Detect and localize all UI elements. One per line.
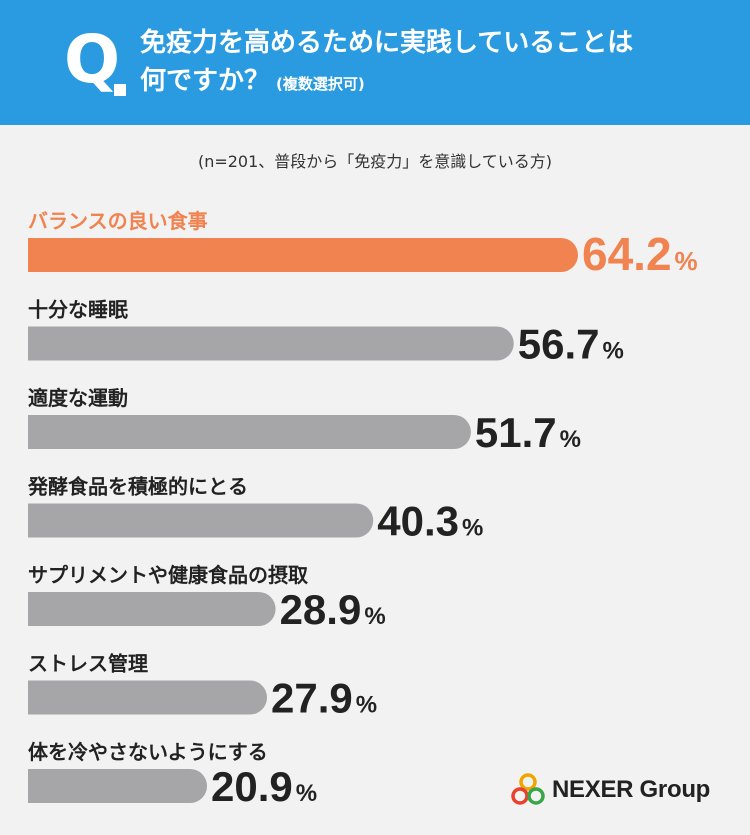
category-label: サプリメントや健康食品の摂取 bbox=[28, 563, 308, 587]
bar bbox=[28, 238, 578, 272]
value-unit: % bbox=[560, 426, 581, 453]
bar bbox=[28, 503, 374, 538]
q-letter: Q bbox=[64, 21, 121, 98]
sample-note: (n=201、普段から「免疫力」を意識している方) bbox=[197, 152, 553, 171]
category-label: ストレス管理 bbox=[28, 652, 148, 676]
bar bbox=[28, 326, 514, 361]
nexer-logo-icon bbox=[511, 773, 545, 805]
value-label: 51.7% bbox=[475, 409, 581, 456]
q-dot bbox=[114, 84, 126, 96]
nexer-logo: NEXER Group bbox=[510, 772, 710, 808]
bar bbox=[28, 415, 471, 449]
question-text: 免疫力を高めるために実践していることは 何ですか？ (複数選択可) bbox=[140, 24, 740, 103]
value-label: 40.3% bbox=[377, 498, 483, 545]
value-unit: % bbox=[675, 246, 698, 276]
value-label: 56.7% bbox=[518, 321, 624, 368]
category-label: 体を冷やさないようにする bbox=[28, 740, 268, 764]
brand-name: NEXER Group bbox=[552, 776, 711, 803]
question-subtext: (複数選択可) bbox=[276, 75, 365, 93]
question-header: Q 免疫力を高めるために実践していることは 何ですか？ (複数選択可) bbox=[0, 0, 750, 125]
value-label: 20.9% bbox=[211, 763, 317, 810]
category-label: 適度な運動 bbox=[28, 386, 128, 410]
category-label: バランスの良い食事 bbox=[28, 209, 208, 233]
bar bbox=[28, 680, 268, 715]
value-unit: % bbox=[296, 780, 317, 807]
value-unit: % bbox=[356, 692, 377, 719]
category-label: 十分な睡眠 bbox=[28, 298, 128, 322]
question-line-1: 免疫力を高めるために実践していることは bbox=[140, 28, 634, 58]
value-unit: % bbox=[462, 515, 483, 542]
value-label: 64.2% bbox=[582, 228, 698, 280]
value-unit: % bbox=[364, 603, 385, 630]
bar bbox=[28, 769, 208, 803]
category-label: 発酵食品を積極的にとる bbox=[27, 475, 248, 499]
value-label: 28.9% bbox=[280, 586, 386, 633]
question-line-2: 何ですか？ bbox=[140, 66, 271, 96]
bar bbox=[28, 592, 276, 626]
value-unit: % bbox=[602, 338, 623, 365]
value-label: 27.9% bbox=[271, 675, 377, 722]
